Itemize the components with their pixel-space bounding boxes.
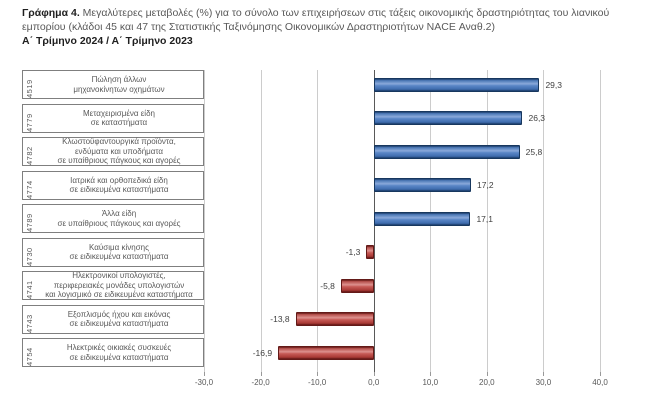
chart-title-block: Γράφημα 4. Μεγαλύτερες μεταβολές (%) για… <box>22 6 642 48</box>
category-box: 4779 Μεταχειρισμένα είδη σε καταστήματα <box>22 103 204 133</box>
category-box: 4519 Πώληση άλλων μηχανοκίνητων οχημάτων <box>22 70 204 99</box>
x-tick <box>317 372 319 376</box>
category-box: 4730 Καύσιμα κίνησης σε ειδικευμένα κατασ… <box>22 237 204 267</box>
category-label: Ηλεκτρικές οικιακές συσκευές σε ειδικευμ… <box>66 343 172 362</box>
bar <box>278 345 374 360</box>
x-tick <box>373 372 375 376</box>
bar <box>373 211 471 226</box>
category-code: 4743 <box>25 313 34 333</box>
category-box: 4774 Ιατρικά και ορθοπεδικά είδη σε ειδικ… <box>22 170 204 200</box>
value-label: 17,2 <box>477 180 494 190</box>
gridline <box>486 70 488 372</box>
value-label: -13,8 <box>270 314 290 324</box>
x-tick-label: 0,0 <box>368 378 380 387</box>
x-tick-label: -10,0 <box>308 378 327 387</box>
x-tick <box>486 372 488 376</box>
gridline <box>260 70 262 372</box>
bar <box>340 278 374 293</box>
category-code: 4779 <box>25 112 34 132</box>
x-tick <box>543 372 545 376</box>
category-label: Εξοπλισμός ήχου και εικόνας σε ειδικευμέ… <box>67 309 171 329</box>
category-label: Πώληση άλλων μηχανοκίνητων οχημάτων <box>73 75 165 94</box>
x-tick <box>430 372 432 376</box>
category-box: 4789 Άλλα είδη σε υπαίθριους πάγκους και … <box>22 204 204 233</box>
gridline <box>317 70 319 372</box>
x-tick-label: 10,0 <box>422 378 439 387</box>
value-label: 25,8 <box>525 146 543 157</box>
x-tick <box>600 372 601 376</box>
category-box: 4741 Ηλεκτρονικοί υπολογιστές, περιφερεια… <box>22 271 204 300</box>
x-tick <box>260 372 262 376</box>
bar <box>373 144 520 159</box>
chart-subtitle: Α΄ Τρίμηνο 2024 / Α΄ Τρίμηνο 2023 <box>22 35 193 47</box>
category-code: 4730 <box>25 246 34 266</box>
bar <box>373 111 523 125</box>
x-tick-label: 40,0 <box>592 378 608 387</box>
gridline <box>543 70 545 372</box>
value-label: 17,1 <box>476 213 493 224</box>
x-tick <box>204 372 205 376</box>
bar <box>373 77 540 92</box>
category-label: Κλωστοϋφαντουργικά προϊόντα, ενδύματα κα… <box>57 137 181 166</box>
x-tick-label: 20,0 <box>479 378 495 387</box>
value-label: -1,3 <box>345 247 361 257</box>
gridline <box>204 70 205 372</box>
category-code: 4789 <box>25 213 34 232</box>
category-label: Άλλα είδη σε υπαίθριους πάγκους και αγορ… <box>57 209 181 228</box>
chart-title-prefix: Γράφημα 4. <box>22 7 80 19</box>
category-box: 4743 Εξοπλισμός ήχου και εικόνας σε ειδικ… <box>22 304 204 334</box>
category-box: 4782 Κλωστοϋφαντουργικά προϊόντα, ενδύματ… <box>22 137 204 166</box>
value-label: 29,3 <box>545 79 562 90</box>
value-label: -5,8 <box>320 280 335 291</box>
category-label: Μεταχειρισμένα είδη σε καταστήματα <box>83 108 155 128</box>
value-label: 26,3 <box>528 113 546 123</box>
bar <box>295 312 374 326</box>
category-code: 4741 <box>25 280 34 299</box>
category-box: 4754 Ηλεκτρικές οικιακές συσκευές σε ειδι… <box>22 338 204 367</box>
bar <box>366 245 374 259</box>
category-code: 4519 <box>25 79 34 98</box>
category-label: Ιατρικά και ορθοπεδικά είδη σε ειδικευμέ… <box>69 175 169 195</box>
value-label: -16,9 <box>252 347 273 358</box>
category-label: Καύσιμα κίνησης σε ειδικευμένα καταστήμα… <box>69 242 169 262</box>
gridline <box>600 70 601 372</box>
category-code: 4782 <box>25 146 34 165</box>
x-tick-label: -20,0 <box>251 378 270 387</box>
bar <box>373 178 471 192</box>
chart-title: Μεγαλύτερες μεταβολές (%) για το σύνολο … <box>22 7 610 33</box>
category-code: 4774 <box>25 179 34 199</box>
x-tick-label: 30,0 <box>535 378 552 387</box>
x-tick-label: -30,0 <box>194 378 214 387</box>
category-label: Ηλεκτρονικοί υπολογιστές, περιφερειακές … <box>45 271 193 300</box>
category-code: 4754 <box>25 347 34 366</box>
